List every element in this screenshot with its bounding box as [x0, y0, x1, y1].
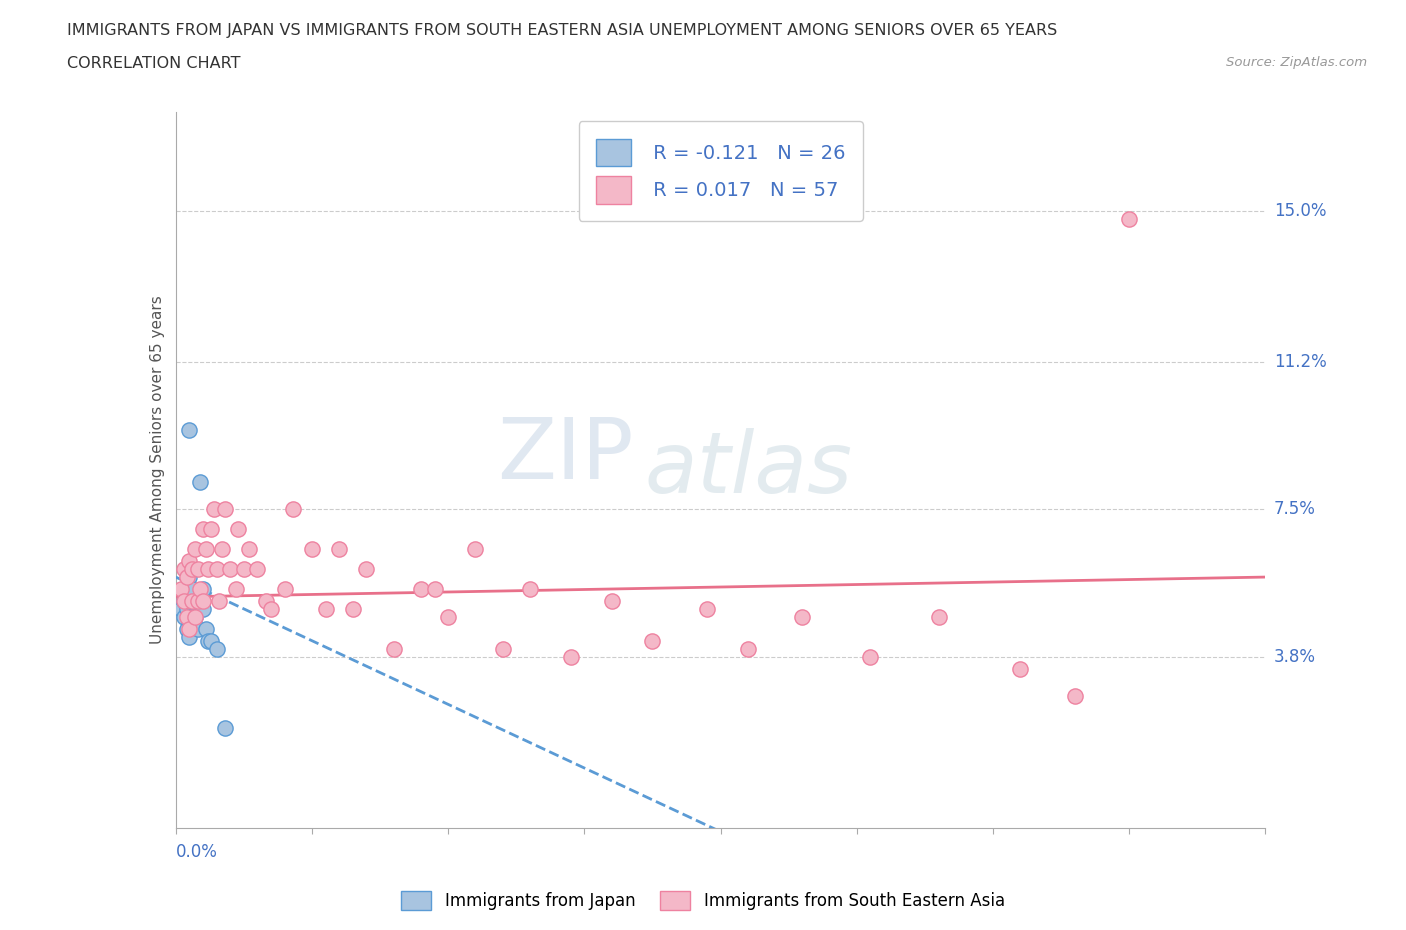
Point: [181, 609, 204, 624]
Point: [792, 609, 814, 624]
Text: 0.0%: 0.0%: [176, 844, 218, 861]
Point: [492, 642, 515, 657]
Point: [179, 593, 201, 608]
Point: [184, 609, 207, 624]
Point: [191, 593, 214, 608]
Point: [186, 593, 209, 608]
Point: [179, 569, 201, 585]
Point: [176, 581, 198, 596]
Text: 15.0%: 15.0%: [1274, 202, 1326, 220]
Point: [179, 621, 201, 636]
Point: [214, 502, 236, 517]
Y-axis label: Unemployment Among Seniors over 65 years: Unemployment Among Seniors over 65 years: [149, 296, 165, 644]
Point: [423, 581, 446, 596]
Point: [281, 502, 304, 517]
Point: [737, 642, 759, 657]
Point: [197, 633, 219, 648]
Point: [301, 542, 323, 557]
Point: [176, 569, 198, 585]
Point: [194, 621, 217, 636]
Point: [214, 721, 236, 736]
Point: [200, 633, 222, 648]
Point: [315, 602, 337, 617]
Point: [179, 422, 201, 437]
Point: [184, 542, 207, 557]
Text: atlas: atlas: [644, 428, 852, 512]
Point: [928, 609, 950, 624]
Point: [409, 581, 432, 596]
Point: [328, 542, 350, 557]
Point: [191, 522, 214, 537]
Point: [211, 542, 233, 557]
Text: ZIP: ZIP: [496, 414, 633, 497]
Point: [228, 522, 250, 537]
Point: [232, 562, 254, 577]
Point: [202, 502, 225, 517]
Point: [219, 562, 242, 577]
Point: [176, 621, 198, 636]
Point: [179, 630, 201, 644]
Legend:  R = -0.121   N = 26,  R = 0.017   N = 57: R = -0.121 N = 26, R = 0.017 N = 57: [578, 121, 863, 221]
Point: [1063, 689, 1085, 704]
Text: IMMIGRANTS FROM JAPAN VS IMMIGRANTS FROM SOUTH EASTERN ASIA UNEMPLOYMENT AMONG S: IMMIGRANTS FROM JAPAN VS IMMIGRANTS FROM…: [67, 23, 1057, 38]
Point: [696, 602, 718, 617]
Point: [188, 474, 211, 489]
Text: CORRELATION CHART: CORRELATION CHART: [67, 56, 240, 71]
Point: [176, 609, 198, 624]
Point: [184, 609, 207, 624]
Point: [859, 649, 882, 664]
Point: [184, 593, 207, 608]
Point: [464, 542, 486, 557]
Point: [181, 593, 204, 608]
Point: [186, 562, 209, 577]
Point: [173, 609, 195, 624]
Point: [225, 581, 247, 596]
Text: Source: ZipAtlas.com: Source: ZipAtlas.com: [1226, 56, 1367, 69]
Text: 11.2%: 11.2%: [1274, 353, 1326, 371]
Point: [176, 602, 198, 617]
Point: [179, 553, 201, 568]
Point: [170, 581, 193, 596]
Point: [173, 562, 195, 577]
Point: [208, 593, 231, 608]
Text: 7.5%: 7.5%: [1274, 500, 1316, 518]
Point: [254, 593, 277, 608]
Point: [200, 522, 222, 537]
Text: 3.8%: 3.8%: [1274, 647, 1316, 666]
Point: [238, 542, 260, 557]
Point: [260, 602, 283, 617]
Point: [194, 542, 217, 557]
Point: [560, 649, 582, 664]
Point: [342, 602, 364, 617]
Point: [600, 593, 623, 608]
Point: [274, 581, 297, 596]
Point: [191, 581, 214, 596]
Point: [186, 593, 209, 608]
Point: [382, 642, 405, 657]
Point: [641, 633, 664, 648]
Point: [356, 562, 378, 577]
Point: [1118, 212, 1140, 227]
Point: [188, 581, 211, 596]
Point: [437, 609, 460, 624]
Legend: Immigrants from Japan, Immigrants from South Eastern Asia: Immigrants from Japan, Immigrants from S…: [395, 884, 1011, 917]
Point: [173, 581, 195, 596]
Point: [519, 581, 541, 596]
Point: [181, 562, 204, 577]
Point: [1010, 661, 1032, 676]
Point: [205, 562, 228, 577]
Point: [186, 621, 209, 636]
Point: [205, 642, 228, 657]
Point: [246, 562, 269, 577]
Point: [179, 614, 201, 629]
Point: [173, 593, 195, 608]
Point: [191, 602, 214, 617]
Point: [170, 602, 193, 617]
Point: [197, 562, 219, 577]
Point: [173, 593, 195, 608]
Point: [181, 581, 204, 596]
